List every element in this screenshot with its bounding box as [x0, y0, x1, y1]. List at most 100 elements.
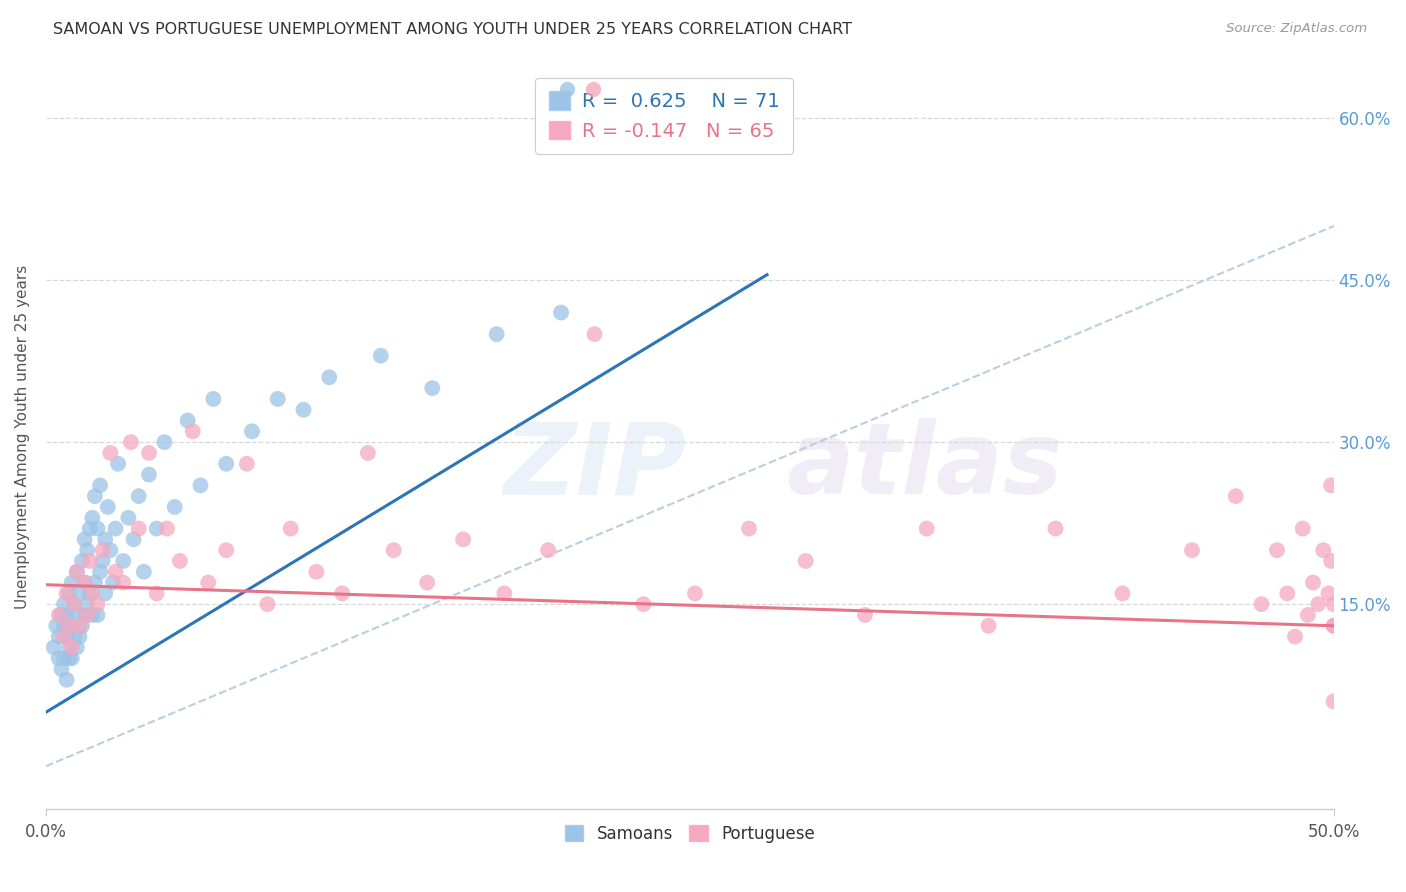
Point	[101, 575, 124, 590]
Point	[370, 349, 392, 363]
Point	[138, 446, 160, 460]
Point	[79, 554, 101, 568]
Point	[53, 630, 76, 644]
Point	[280, 522, 302, 536]
Point	[163, 500, 186, 514]
Point	[98, 543, 121, 558]
Point	[853, 607, 876, 622]
Point	[91, 554, 114, 568]
Legend: R =  0.625    N = 71, R = -0.147   N = 65: R = 0.625 N = 71, R = -0.147 N = 65	[536, 78, 793, 154]
Point	[86, 597, 108, 611]
Point	[240, 425, 263, 439]
Point	[1296, 607, 1319, 622]
Point	[420, 381, 443, 395]
Point	[1320, 554, 1343, 568]
Point	[1250, 597, 1272, 611]
Point	[94, 586, 117, 600]
Point	[181, 425, 204, 439]
Point	[1265, 543, 1288, 558]
Point	[1181, 543, 1204, 558]
Point	[145, 522, 167, 536]
Point	[79, 586, 101, 600]
Point	[82, 586, 104, 600]
Point	[89, 565, 111, 579]
Point	[494, 586, 516, 600]
Point	[145, 586, 167, 600]
Point	[53, 651, 76, 665]
Point	[485, 327, 508, 342]
Point	[60, 575, 83, 590]
Point	[120, 435, 142, 450]
Point	[83, 575, 105, 590]
Point	[132, 565, 155, 579]
Point	[42, 640, 65, 655]
Point	[104, 522, 127, 536]
Point	[66, 565, 89, 579]
Point	[112, 575, 135, 590]
Point	[122, 533, 145, 547]
Text: atlas: atlas	[786, 418, 1063, 515]
Point	[256, 597, 278, 611]
Point	[416, 575, 439, 590]
Point	[330, 586, 353, 600]
Point	[55, 607, 77, 622]
Point	[633, 597, 655, 611]
Point	[1302, 575, 1324, 590]
Point	[73, 575, 96, 590]
Point	[51, 662, 73, 676]
Point	[58, 619, 80, 633]
Point	[1312, 543, 1334, 558]
Point	[794, 554, 817, 568]
Point	[1284, 630, 1306, 644]
Point	[48, 651, 70, 665]
Point	[1277, 586, 1299, 600]
Point	[63, 630, 86, 644]
Point	[267, 392, 290, 406]
Point	[292, 402, 315, 417]
Point	[977, 619, 1000, 633]
Point	[169, 554, 191, 568]
Point	[51, 607, 73, 622]
Point	[48, 607, 70, 622]
Point	[60, 651, 83, 665]
Point	[76, 607, 98, 622]
Point	[537, 543, 560, 558]
Point	[79, 522, 101, 536]
Point	[73, 607, 96, 622]
Point	[550, 305, 572, 319]
Point	[202, 392, 225, 406]
Point	[53, 619, 76, 633]
Point	[451, 533, 474, 547]
Point	[190, 478, 212, 492]
Y-axis label: Unemployment Among Youth under 25 years: Unemployment Among Youth under 25 years	[15, 265, 30, 609]
Point	[86, 607, 108, 622]
Point	[86, 522, 108, 536]
Point	[583, 327, 606, 342]
Point	[55, 673, 77, 687]
Point	[1323, 619, 1346, 633]
Point	[128, 522, 150, 536]
Point	[1317, 586, 1340, 600]
Point	[107, 457, 129, 471]
Point	[69, 630, 91, 644]
Point	[58, 586, 80, 600]
Point	[357, 446, 380, 460]
Point	[104, 565, 127, 579]
Point	[305, 565, 328, 579]
Point	[73, 575, 96, 590]
Text: SAMOAN VS PORTUGUESE UNEMPLOYMENT AMONG YOUTH UNDER 25 YEARS CORRELATION CHART: SAMOAN VS PORTUGUESE UNEMPLOYMENT AMONG …	[53, 22, 852, 37]
Point	[683, 586, 706, 600]
Point	[91, 543, 114, 558]
Point	[153, 435, 176, 450]
Point	[82, 607, 104, 622]
Point	[53, 597, 76, 611]
Point	[70, 554, 93, 568]
Point	[1323, 597, 1346, 611]
Point	[63, 597, 86, 611]
Point	[915, 522, 938, 536]
Point	[89, 478, 111, 492]
Point	[70, 619, 93, 633]
Point	[60, 619, 83, 633]
Point	[738, 522, 761, 536]
Point	[60, 640, 83, 655]
